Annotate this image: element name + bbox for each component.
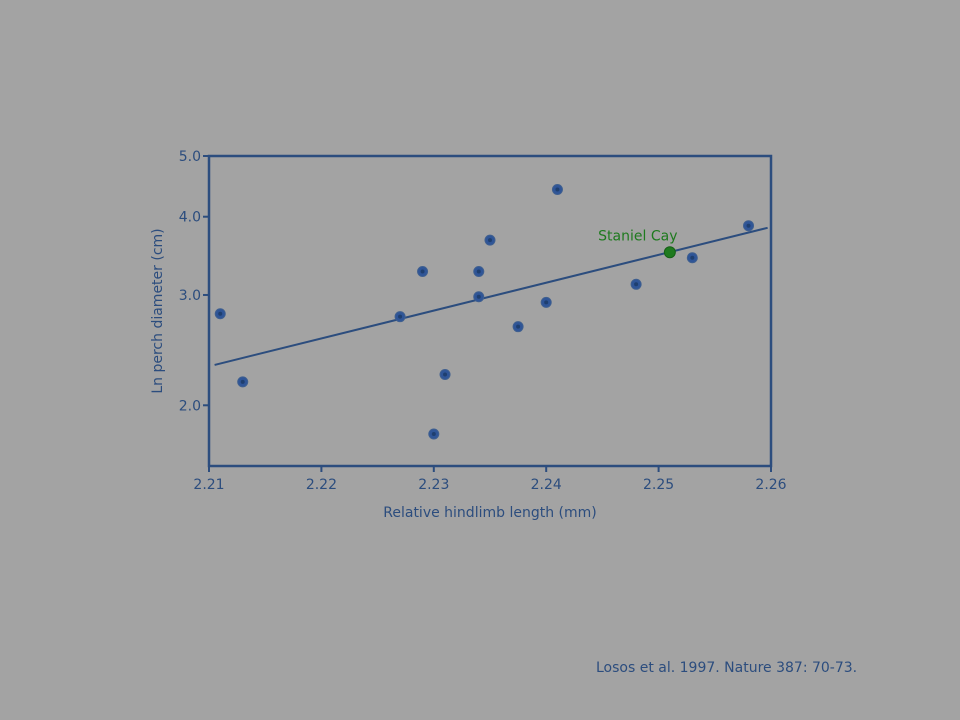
y-axis-title: Ln perch diameter (cm) [150, 228, 166, 393]
x-tick-label: 2.21 [193, 477, 224, 493]
data-point-center [443, 372, 448, 377]
highlight-label: Staniel Cay [598, 228, 677, 244]
y-tick-label: 4.0 [179, 210, 201, 226]
x-tick-label: 2.25 [643, 477, 674, 493]
x-tick-label: 2.22 [306, 477, 337, 493]
data-point-center [240, 379, 245, 384]
data-point-center [476, 294, 481, 299]
y-tick-label: 3.0 [179, 288, 201, 304]
data-point-center [544, 300, 549, 305]
data-point-center [488, 238, 492, 243]
data-point-center [746, 223, 751, 228]
data-point-center [420, 269, 425, 274]
data-point-center [516, 324, 521, 329]
data-point-center [431, 431, 436, 436]
data-point-center [555, 187, 560, 192]
data-point-center [634, 282, 639, 287]
trend-line [214, 226, 768, 366]
data-point-center [398, 314, 403, 319]
data-point-center [690, 255, 695, 260]
data-point-center [476, 269, 481, 274]
plot-frame [207, 154, 773, 468]
citation: Losos et al. 1997. Nature 387: 70-73. [596, 660, 858, 676]
x-axis-title: Relative hindlimb length (mm) [383, 505, 596, 521]
data-point-center [218, 311, 223, 316]
highlight-point [663, 246, 676, 259]
y-tick-label: 2.0 [179, 398, 201, 414]
x-tick-label: 2.26 [755, 477, 786, 493]
x-tick-label: 2.23 [418, 477, 449, 493]
x-tick-label: 2.24 [531, 477, 562, 493]
y-tick-label: 5.0 [179, 149, 201, 165]
